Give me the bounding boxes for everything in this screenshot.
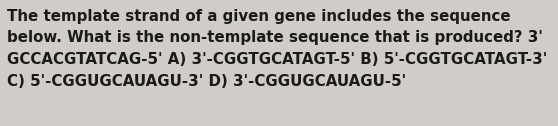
Text: The template strand of a given gene includes the sequence
below. What is the non: The template strand of a given gene incl… [7,9,547,89]
